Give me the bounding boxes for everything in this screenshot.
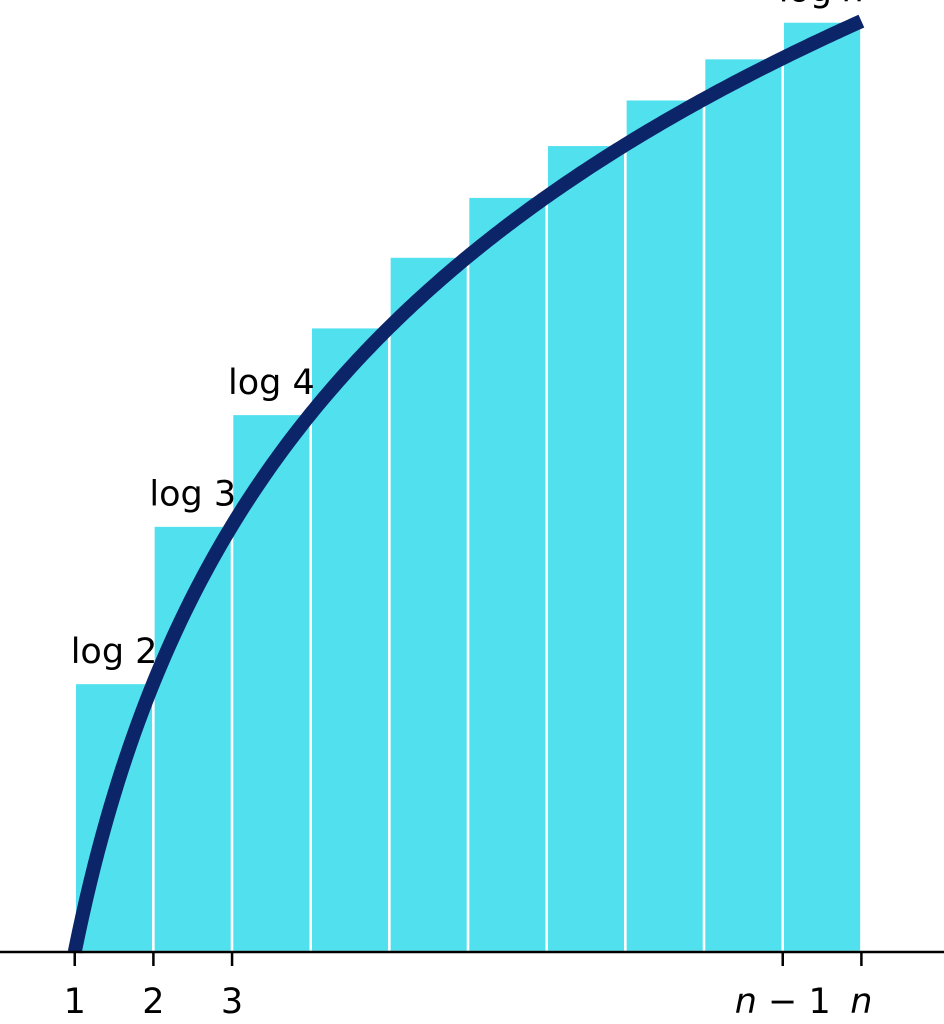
label-part: − 1 — [757, 982, 831, 1022]
x-tick-label: 3 — [221, 982, 243, 1022]
label-part: log 4 — [228, 363, 315, 403]
label-part: n — [843, 0, 865, 10]
label-part: log 3 — [149, 475, 236, 515]
label-part: n — [735, 982, 757, 1022]
bar — [466, 195, 548, 954]
x-tick-label: 1 — [64, 982, 86, 1022]
bar — [781, 20, 863, 954]
label-part: n — [850, 982, 872, 1022]
curve-group — [67, 14, 865, 954]
bar-annotation: log 4 — [228, 363, 315, 403]
bar-annotation: log 3 — [149, 475, 236, 515]
bar — [545, 143, 627, 954]
bar-annotation: log 2 — [71, 632, 158, 672]
label-part: log 2 — [71, 632, 158, 672]
bar — [624, 97, 706, 954]
x-tick-label: n — [850, 982, 872, 1022]
bar — [309, 325, 391, 954]
x-tick-label: 2 — [142, 982, 164, 1022]
bar-annotation: log n — [779, 0, 866, 10]
annotations-group: log 2 log 3 log 4 log n — [71, 0, 866, 672]
log-curve — [67, 14, 865, 954]
bar — [388, 255, 470, 954]
bar — [702, 56, 784, 954]
bars-group — [73, 20, 863, 954]
label-part: log — [779, 0, 843, 10]
x-tick-label: n − 1 — [735, 982, 831, 1022]
